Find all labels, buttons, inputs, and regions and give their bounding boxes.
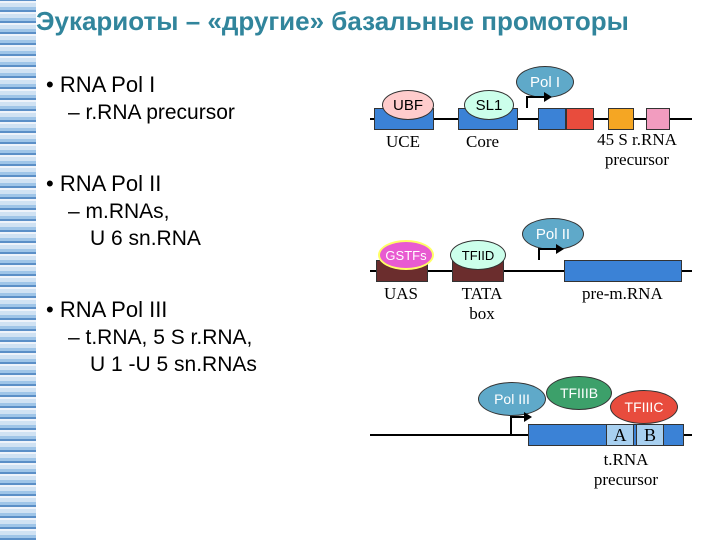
pol3-oval: Pol III	[478, 382, 546, 416]
gene-block	[564, 260, 682, 282]
tss-arrowhead3	[524, 412, 532, 422]
bullet-pol2-sub1: – m.RNAs,	[68, 200, 326, 224]
tss-arrowhead2	[556, 244, 564, 254]
uas-label: UAS	[384, 284, 418, 304]
bullet-pol3: • RNA Pol III	[46, 297, 326, 323]
bullet-pol3-sub2: U 1 -U 5 sn.RNAs	[90, 353, 326, 377]
diagram-pol2: GSTFs TFIID Pol II UAS TATAbox pre-m.RNA	[360, 220, 710, 340]
slide-title: Эукариоты – «другие» базальные промоторы	[36, 6, 629, 37]
prod3-label: t.RNAprecursor	[576, 450, 676, 490]
bullet-pol1-sub: – r.RNA precursor	[68, 101, 326, 125]
pol2-oval: Pol II	[522, 218, 584, 250]
prod2-label: pre-m.RNA	[582, 284, 663, 304]
gstfs-oval: GSTFs	[378, 240, 434, 270]
dna-block4	[646, 108, 670, 130]
b-box: B	[636, 424, 664, 446]
tata-label: TATAbox	[452, 284, 512, 324]
bullet-pol3-sub1: – t.RNA, 5 S r.RNA,	[68, 326, 326, 350]
diagram-pol1: UBF SL1 Pol I UCE Core 45 S r.RNAprecurs…	[360, 68, 710, 178]
tfiiib-oval: TFIIIB	[546, 376, 612, 410]
tss-arrow2h	[538, 248, 558, 250]
tss-arrow3v	[510, 416, 512, 434]
bullet-pol2: • RNA Pol II	[46, 171, 326, 197]
tfiid-oval: TFIID	[450, 240, 506, 270]
uce-label: UCE	[386, 132, 420, 152]
tss-arrow-h	[526, 96, 546, 98]
prod1-label: 45 S r.RNAprecursor	[582, 130, 692, 170]
tfiiic-oval: TFIIIC	[610, 390, 678, 424]
sl1-oval: SL1	[464, 90, 514, 120]
dna-block1	[538, 108, 566, 130]
bullet-pol1: • RNA Pol I	[46, 72, 326, 98]
diagram-pol3: A B Pol III TFIIIB TFIIIC t.RNAprecursor	[360, 376, 710, 526]
dna-block3	[608, 108, 634, 130]
a-box: A	[606, 424, 634, 446]
core-label: Core	[466, 132, 499, 152]
dna-block2	[566, 108, 594, 130]
tss-arrowhead	[544, 92, 552, 102]
bullet-pol2-sub2: U 6 sn.RNA	[90, 227, 326, 251]
bullet-list: • RNA Pol I – r.RNA precursor • RNA Pol …	[46, 72, 326, 423]
decorative-stripe	[0, 0, 36, 540]
ubf-oval: UBF	[382, 90, 434, 120]
